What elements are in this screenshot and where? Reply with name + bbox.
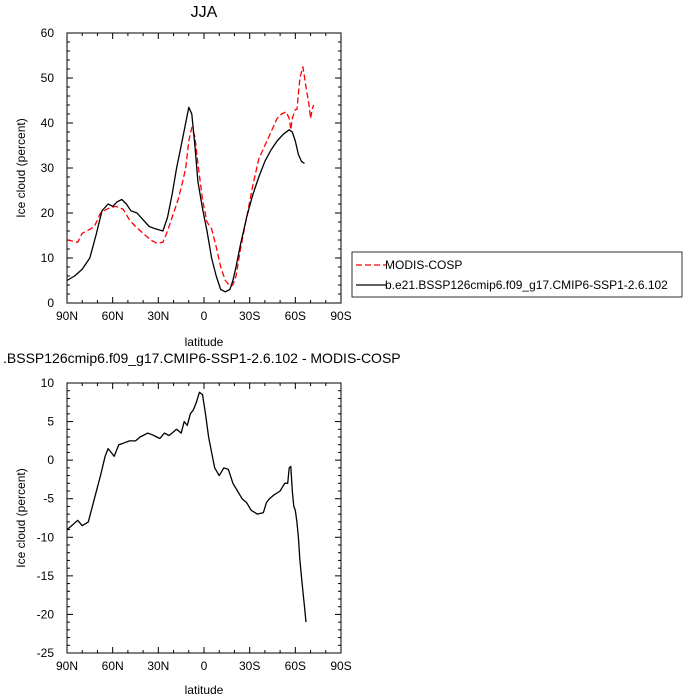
chart-top-xtick-label: 30S bbox=[239, 309, 260, 323]
legend-label-modis: MODIS-COSP bbox=[385, 258, 462, 272]
chart-top-plot-frame bbox=[66, 32, 342, 304]
chart-bottom-series bbox=[66, 391, 307, 623]
chart-bottom-ytick-label: 10 bbox=[41, 376, 55, 390]
chart-top-xlabel: latitude bbox=[185, 335, 224, 349]
chart-bottom-xlabel: latitude bbox=[185, 683, 224, 697]
chart-bottom-xtick-label: 60N bbox=[102, 659, 124, 673]
chart-top-ytick-label: 60 bbox=[41, 26, 55, 40]
chart-top-xtick-label: 60S bbox=[285, 309, 306, 323]
chart-bottom-ytick-label: -5 bbox=[43, 492, 54, 506]
chart-top-ytick-label: 50 bbox=[41, 71, 55, 85]
chart-bottom-title: .BSSP126cmip6.f09_g17.CMIP6-SSP1-2.6.102… bbox=[3, 350, 401, 366]
chart-bottom-ytick-label: -25 bbox=[37, 646, 55, 660]
chart-top-ytick-label: 0 bbox=[47, 296, 54, 310]
chart-bottom-ytick-label: -10 bbox=[37, 530, 55, 544]
chart-top: JJA Ice cloud (percent) latitude 90N 60N 3… bbox=[14, 4, 352, 349]
chart-top-ylabel: Ice cloud (percent) bbox=[14, 118, 28, 217]
chart-top-axes: 90N 60N 30N 0 30S 60S 90S 0 10 20 30 40 50 60 bbox=[41, 26, 352, 323]
chart-top-ytick-label: 20 bbox=[41, 206, 55, 220]
chart-top-series bbox=[66, 66, 315, 293]
chart-top-ytick-label: 10 bbox=[41, 251, 55, 265]
chart-top-series-line-0 bbox=[66, 66, 315, 287]
chart-bottom-ytick-label: -15 bbox=[37, 569, 55, 583]
chart-bottom-xtick-label: 60S bbox=[285, 659, 306, 673]
chart-bottom: .BSSP126cmip6.f09_g17.CMIP6-SSP1-2.6.102… bbox=[3, 350, 401, 697]
chart-top-series-line-1 bbox=[66, 106, 305, 293]
legend-label-model: b.e21.BSSP126cmip6.f09_g17.CMIP6-SSP1-2.… bbox=[385, 278, 668, 292]
chart-top-ytick-label: 30 bbox=[41, 161, 55, 175]
chart-bottom-xtick-label: 30S bbox=[239, 659, 260, 673]
chart-top-xtick-label: 30N bbox=[147, 309, 169, 323]
chart-bottom-xtick-label: 30N bbox=[147, 659, 169, 673]
chart-bottom-ylabel: Ice cloud (percent) bbox=[14, 468, 28, 567]
chart-bottom-xtick-label: 90N bbox=[56, 659, 78, 673]
chart-top-title: JJA bbox=[191, 4, 218, 21]
chart-bottom-xtick-label: 0 bbox=[201, 659, 208, 673]
chart-top-xtick-label: 60N bbox=[102, 309, 124, 323]
chart-top-xtick-label: 90N bbox=[56, 309, 78, 323]
chart-bottom-ytick-label: 0 bbox=[47, 453, 54, 467]
chart-top-ytick-label: 40 bbox=[41, 116, 55, 130]
chart-bottom-ytick-label: 5 bbox=[47, 415, 54, 429]
legend-box bbox=[351, 251, 683, 298]
chart-top-xtick-label: 90S bbox=[330, 309, 351, 323]
chart-bottom-ytick-label: -20 bbox=[37, 607, 55, 621]
chart-bottom-series-line-0 bbox=[66, 391, 307, 623]
chart-bottom-plot-frame bbox=[66, 382, 342, 654]
chart-top-xtick-label: 0 bbox=[201, 309, 208, 323]
chart-bottom-xtick-label: 90S bbox=[330, 659, 351, 673]
legend: MODIS-COSP b.e21.BSSP126cmip6.f09_g17.CM… bbox=[351, 251, 683, 298]
